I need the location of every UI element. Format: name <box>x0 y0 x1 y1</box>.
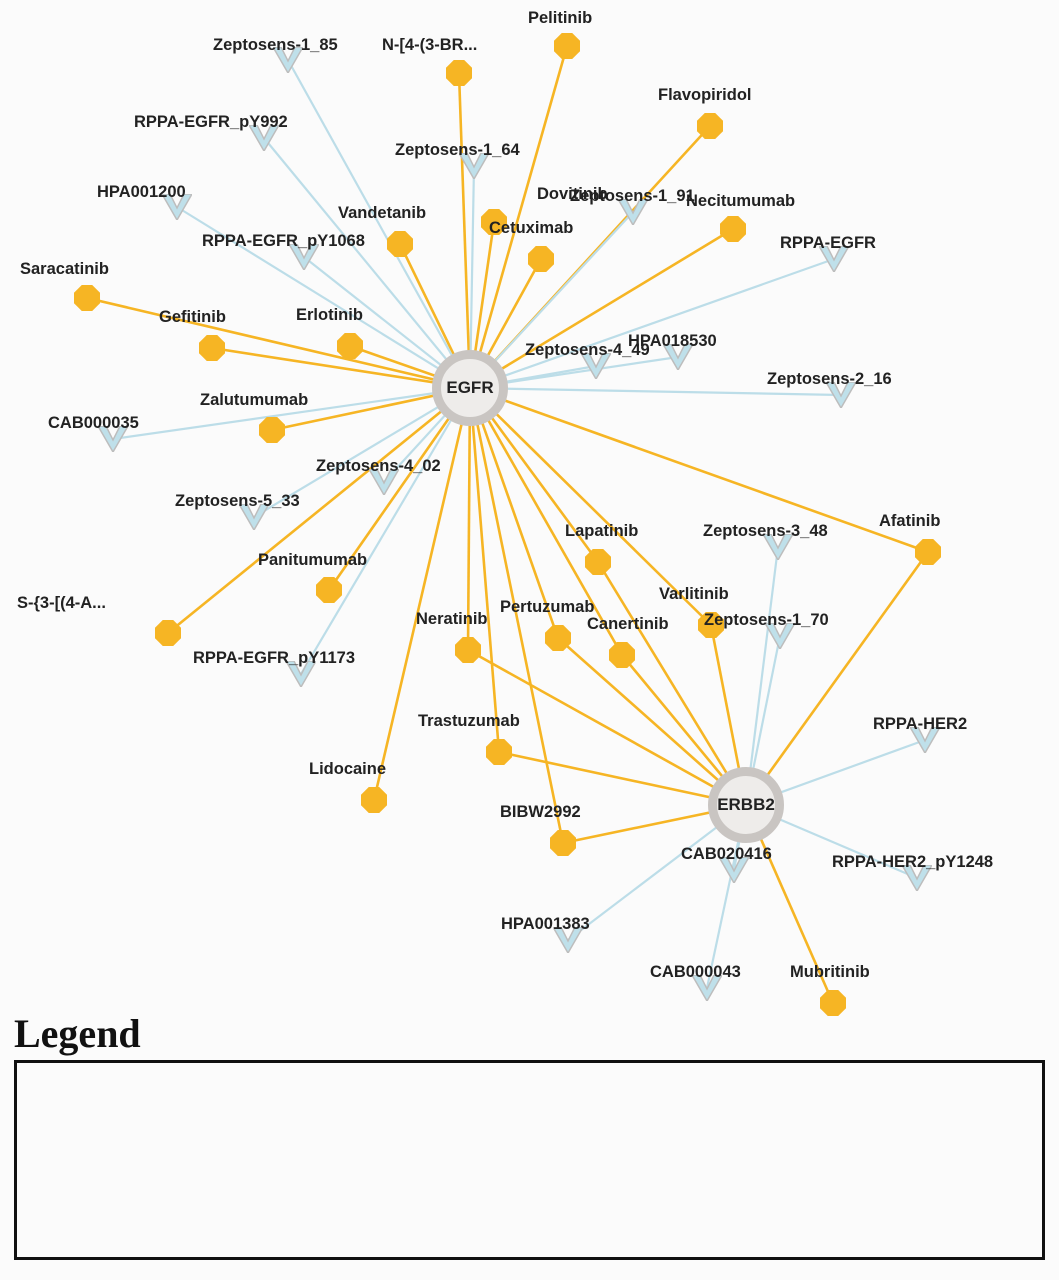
drug-node[interactable] <box>697 113 723 139</box>
chevron-icon <box>239 504 269 530</box>
chevron-icon <box>459 153 489 179</box>
antibody-node[interactable] <box>239 504 269 530</box>
antibody-node[interactable] <box>273 47 303 73</box>
antibody-node[interactable] <box>763 534 793 560</box>
chevron-icon <box>98 426 128 452</box>
chevron-icon <box>765 623 795 649</box>
antibody-node[interactable] <box>719 857 749 883</box>
antibody-node[interactable] <box>765 623 795 649</box>
antibody-node[interactable] <box>663 344 693 370</box>
antibody-node[interactable] <box>910 727 940 753</box>
chevron-icon <box>910 727 940 753</box>
chevron-icon <box>249 125 279 151</box>
antibody-node[interactable] <box>553 927 583 953</box>
chevron-icon <box>719 857 749 883</box>
antibody-node[interactable] <box>98 426 128 452</box>
drug-node[interactable] <box>609 642 635 668</box>
antibody-node[interactable] <box>286 661 316 687</box>
chevron-icon <box>819 246 849 272</box>
chevron-icon <box>162 194 192 220</box>
antibody-node[interactable] <box>826 382 856 408</box>
chevron-icon <box>581 353 611 379</box>
antibody-node[interactable] <box>369 469 399 495</box>
drug-node[interactable] <box>528 246 554 272</box>
antibody-node[interactable] <box>581 353 611 379</box>
drug-node[interactable] <box>698 612 724 638</box>
antibody-node[interactable] <box>249 125 279 151</box>
chevron-icon <box>289 244 319 270</box>
antibody-node[interactable] <box>618 199 648 225</box>
drug-node[interactable] <box>486 739 512 765</box>
antibody-node[interactable] <box>289 244 319 270</box>
gene-node-erbb2[interactable]: ERBB2 <box>708 767 784 843</box>
drug-node[interactable] <box>545 625 571 651</box>
drug-node[interactable] <box>155 620 181 646</box>
drug-node[interactable] <box>361 787 387 813</box>
drug-node[interactable] <box>550 830 576 856</box>
antibody-node[interactable] <box>459 153 489 179</box>
antibody-node[interactable] <box>692 975 722 1001</box>
chevron-icon <box>286 661 316 687</box>
chevron-icon <box>692 975 722 1001</box>
drug-node[interactable] <box>455 637 481 663</box>
antibody-node[interactable] <box>819 246 849 272</box>
antibody-node[interactable] <box>902 865 932 891</box>
chevron-icon <box>618 199 648 225</box>
drug-node[interactable] <box>820 990 846 1016</box>
chevron-icon <box>553 927 583 953</box>
chevron-icon <box>273 47 303 73</box>
antibody-node[interactable] <box>162 194 192 220</box>
chevron-icon <box>663 344 693 370</box>
drug-node[interactable] <box>316 577 342 603</box>
legend-title: Legend <box>14 1010 141 1057</box>
drug-node[interactable] <box>554 33 580 59</box>
network-diagram: EGFR ERBB2 N-[4-(3-BR... Pelitinib Dovit… <box>0 0 1059 1280</box>
chevron-icon <box>826 382 856 408</box>
drug-node[interactable] <box>585 549 611 575</box>
drug-edges <box>87 46 928 1003</box>
chevron-icon <box>902 865 932 891</box>
drug-node[interactable] <box>720 216 746 242</box>
gene-node-egfr[interactable]: EGFR <box>432 350 508 426</box>
legend-box: Drug Gene Antibody Drug-target Antibody-… <box>14 1060 1045 1260</box>
chevron-icon <box>763 534 793 560</box>
chevron-icon <box>369 469 399 495</box>
drug-node[interactable] <box>915 539 941 565</box>
